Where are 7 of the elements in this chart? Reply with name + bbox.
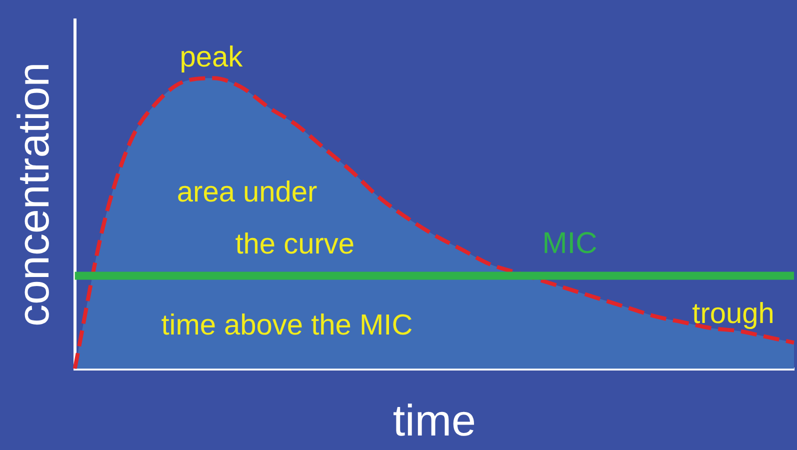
- ref-line-label: MIC: [542, 227, 598, 260]
- annotation: time above the MIC: [161, 309, 413, 342]
- y-axis-title: concentration: [10, 62, 59, 326]
- text: peak: [180, 42, 244, 74]
- annotation: trough: [692, 298, 774, 330]
- annotation: area under the curve: [176, 176, 355, 260]
- x-axis-title: time: [392, 396, 476, 446]
